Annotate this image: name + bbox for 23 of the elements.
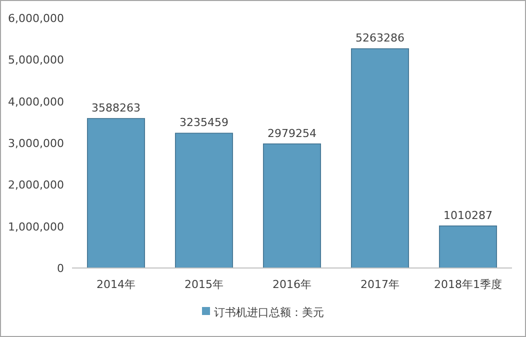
y-tick-label: 2,000,000	[8, 178, 64, 192]
data-label: 5263286	[356, 32, 404, 45]
y-tick-label: 1,000,000	[8, 220, 64, 234]
x-tick-label: 2014年	[96, 278, 136, 291]
bar	[351, 48, 409, 268]
data-label: 3235459	[180, 116, 228, 130]
data-label: 3588263	[92, 101, 140, 114]
bar	[175, 132, 233, 268]
data-label: 1010287	[444, 208, 492, 222]
bar	[439, 226, 497, 268]
bar	[87, 118, 145, 268]
y-tick-label: 0	[57, 262, 64, 275]
y-tick-label: 4,000,000	[8, 95, 64, 108]
data-label: 2979254	[268, 126, 316, 140]
x-tick-label: 2015年	[184, 278, 224, 291]
x-tick-label: 2018年1季度	[434, 278, 502, 291]
y-tick-label: 3,000,000	[8, 137, 64, 150]
legend-label: 订书机进口总额：美元	[214, 306, 324, 319]
x-tick-label: 2017年	[360, 278, 400, 291]
y-tick-label: 6,000,000	[8, 12, 64, 25]
x-tick-label: 2016年	[272, 278, 312, 291]
y-tick-label: 5,000,000	[8, 54, 64, 67]
bar	[263, 143, 321, 268]
